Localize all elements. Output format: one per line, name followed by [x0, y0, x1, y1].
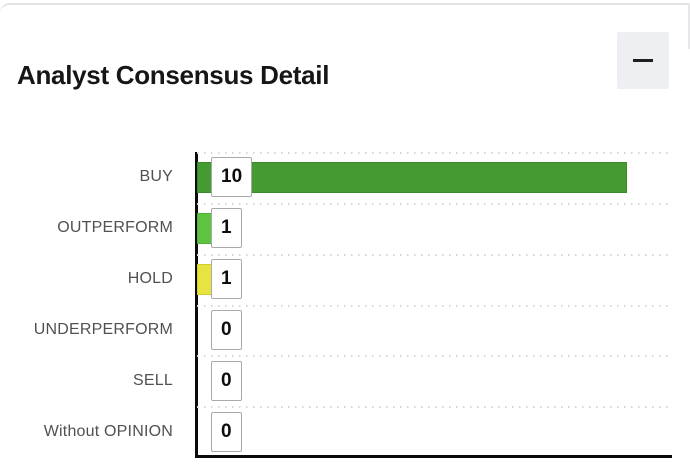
value-box-outperform: 1	[211, 208, 242, 249]
gridline	[197, 355, 668, 358]
value-box-sell: 0	[211, 360, 242, 401]
chart-row-underperform: UNDERPERFORM 0	[0, 304, 690, 356]
category-label-sell: SELL	[133, 371, 173, 389]
gridline	[197, 202, 668, 205]
bar-buy	[197, 161, 627, 193]
chart-row-without-opinion: Without OPINION 0	[0, 406, 690, 457]
category-label-outperform: OUTPERFORM	[57, 219, 173, 237]
value-box-without-opinion: 0	[211, 411, 242, 452]
chart-row-hold: HOLD 1	[0, 253, 690, 305]
card-border	[0, 3, 690, 49]
gridline	[197, 253, 668, 256]
category-label-hold: HOLD	[127, 270, 173, 288]
minus-icon	[633, 58, 653, 62]
chart-row-outperform: OUTPERFORM 1	[0, 202, 690, 254]
minimize-button[interactable]	[617, 32, 669, 89]
gridline	[197, 304, 668, 307]
gridline	[197, 406, 668, 409]
x-axis-line	[195, 455, 672, 458]
chart-row-buy: BUY 10	[0, 152, 690, 203]
value-box-hold: 1	[211, 259, 242, 300]
category-label-underperform: UNDERPERFORM	[33, 320, 173, 338]
value-box-underperform: 0	[211, 309, 242, 350]
chart-row-sell: SELL 0	[0, 355, 690, 406]
category-label-buy: BUY	[139, 168, 173, 186]
consensus-bar-chart: BUY 10 OUTPERFORM 1 HOLD 1 UNDERPERFORM 0 SELL 0 W…	[0, 152, 690, 462]
gridline	[197, 152, 668, 154]
page-title: Analyst Consensus Detail	[17, 60, 330, 91]
category-label-without-opinion: Without OPINION	[43, 422, 173, 440]
y-axis-line	[195, 152, 198, 457]
value-box-buy: 10	[211, 157, 253, 198]
